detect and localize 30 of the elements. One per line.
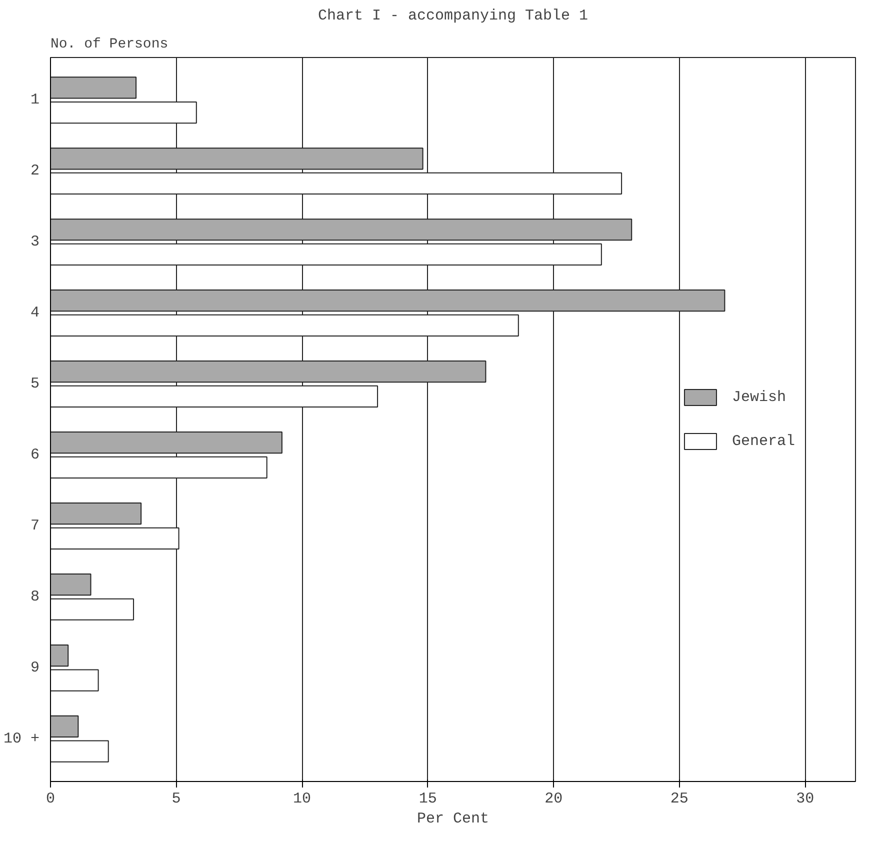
x-tick-label: 5 — [172, 790, 181, 808]
bar — [50, 669, 99, 692]
bar — [50, 573, 92, 596]
x-tick-label: 20 — [544, 790, 563, 808]
legend-label: Jewish — [732, 388, 786, 406]
bar — [50, 502, 142, 525]
y-axis-title: No. of Persons — [50, 36, 168, 52]
y-tick-label: 1 — [30, 92, 40, 109]
bar — [50, 715, 79, 738]
y-tick-label: 7 — [30, 517, 40, 534]
x-tick-label: 10 — [293, 790, 312, 808]
y-tick-label: 6 — [30, 446, 40, 464]
y-tick-label: 2 — [30, 162, 40, 180]
chart-title: Chart I - accompanying Table 1 — [318, 8, 588, 24]
bar — [50, 740, 109, 762]
x-tick-label: 25 — [670, 790, 688, 808]
bar — [50, 644, 69, 667]
bar — [50, 598, 134, 620]
y-tick-label: 10 + — [3, 730, 40, 748]
x-axis-title: Per Cent — [416, 810, 490, 828]
y-tick-label: 3 — [30, 234, 40, 251]
y-tick-label: 9 — [30, 659, 40, 676]
legend-label: General — [732, 432, 795, 450]
x-tick-label: 15 — [418, 790, 437, 808]
x-tick-label: 30 — [796, 790, 814, 808]
x-tick-label: 0 — [46, 790, 56, 808]
y-tick-label: 8 — [30, 588, 40, 606]
y-tick-label: 4 — [30, 304, 40, 322]
y-tick-label: 5 — [30, 376, 40, 393]
bar — [50, 76, 137, 99]
